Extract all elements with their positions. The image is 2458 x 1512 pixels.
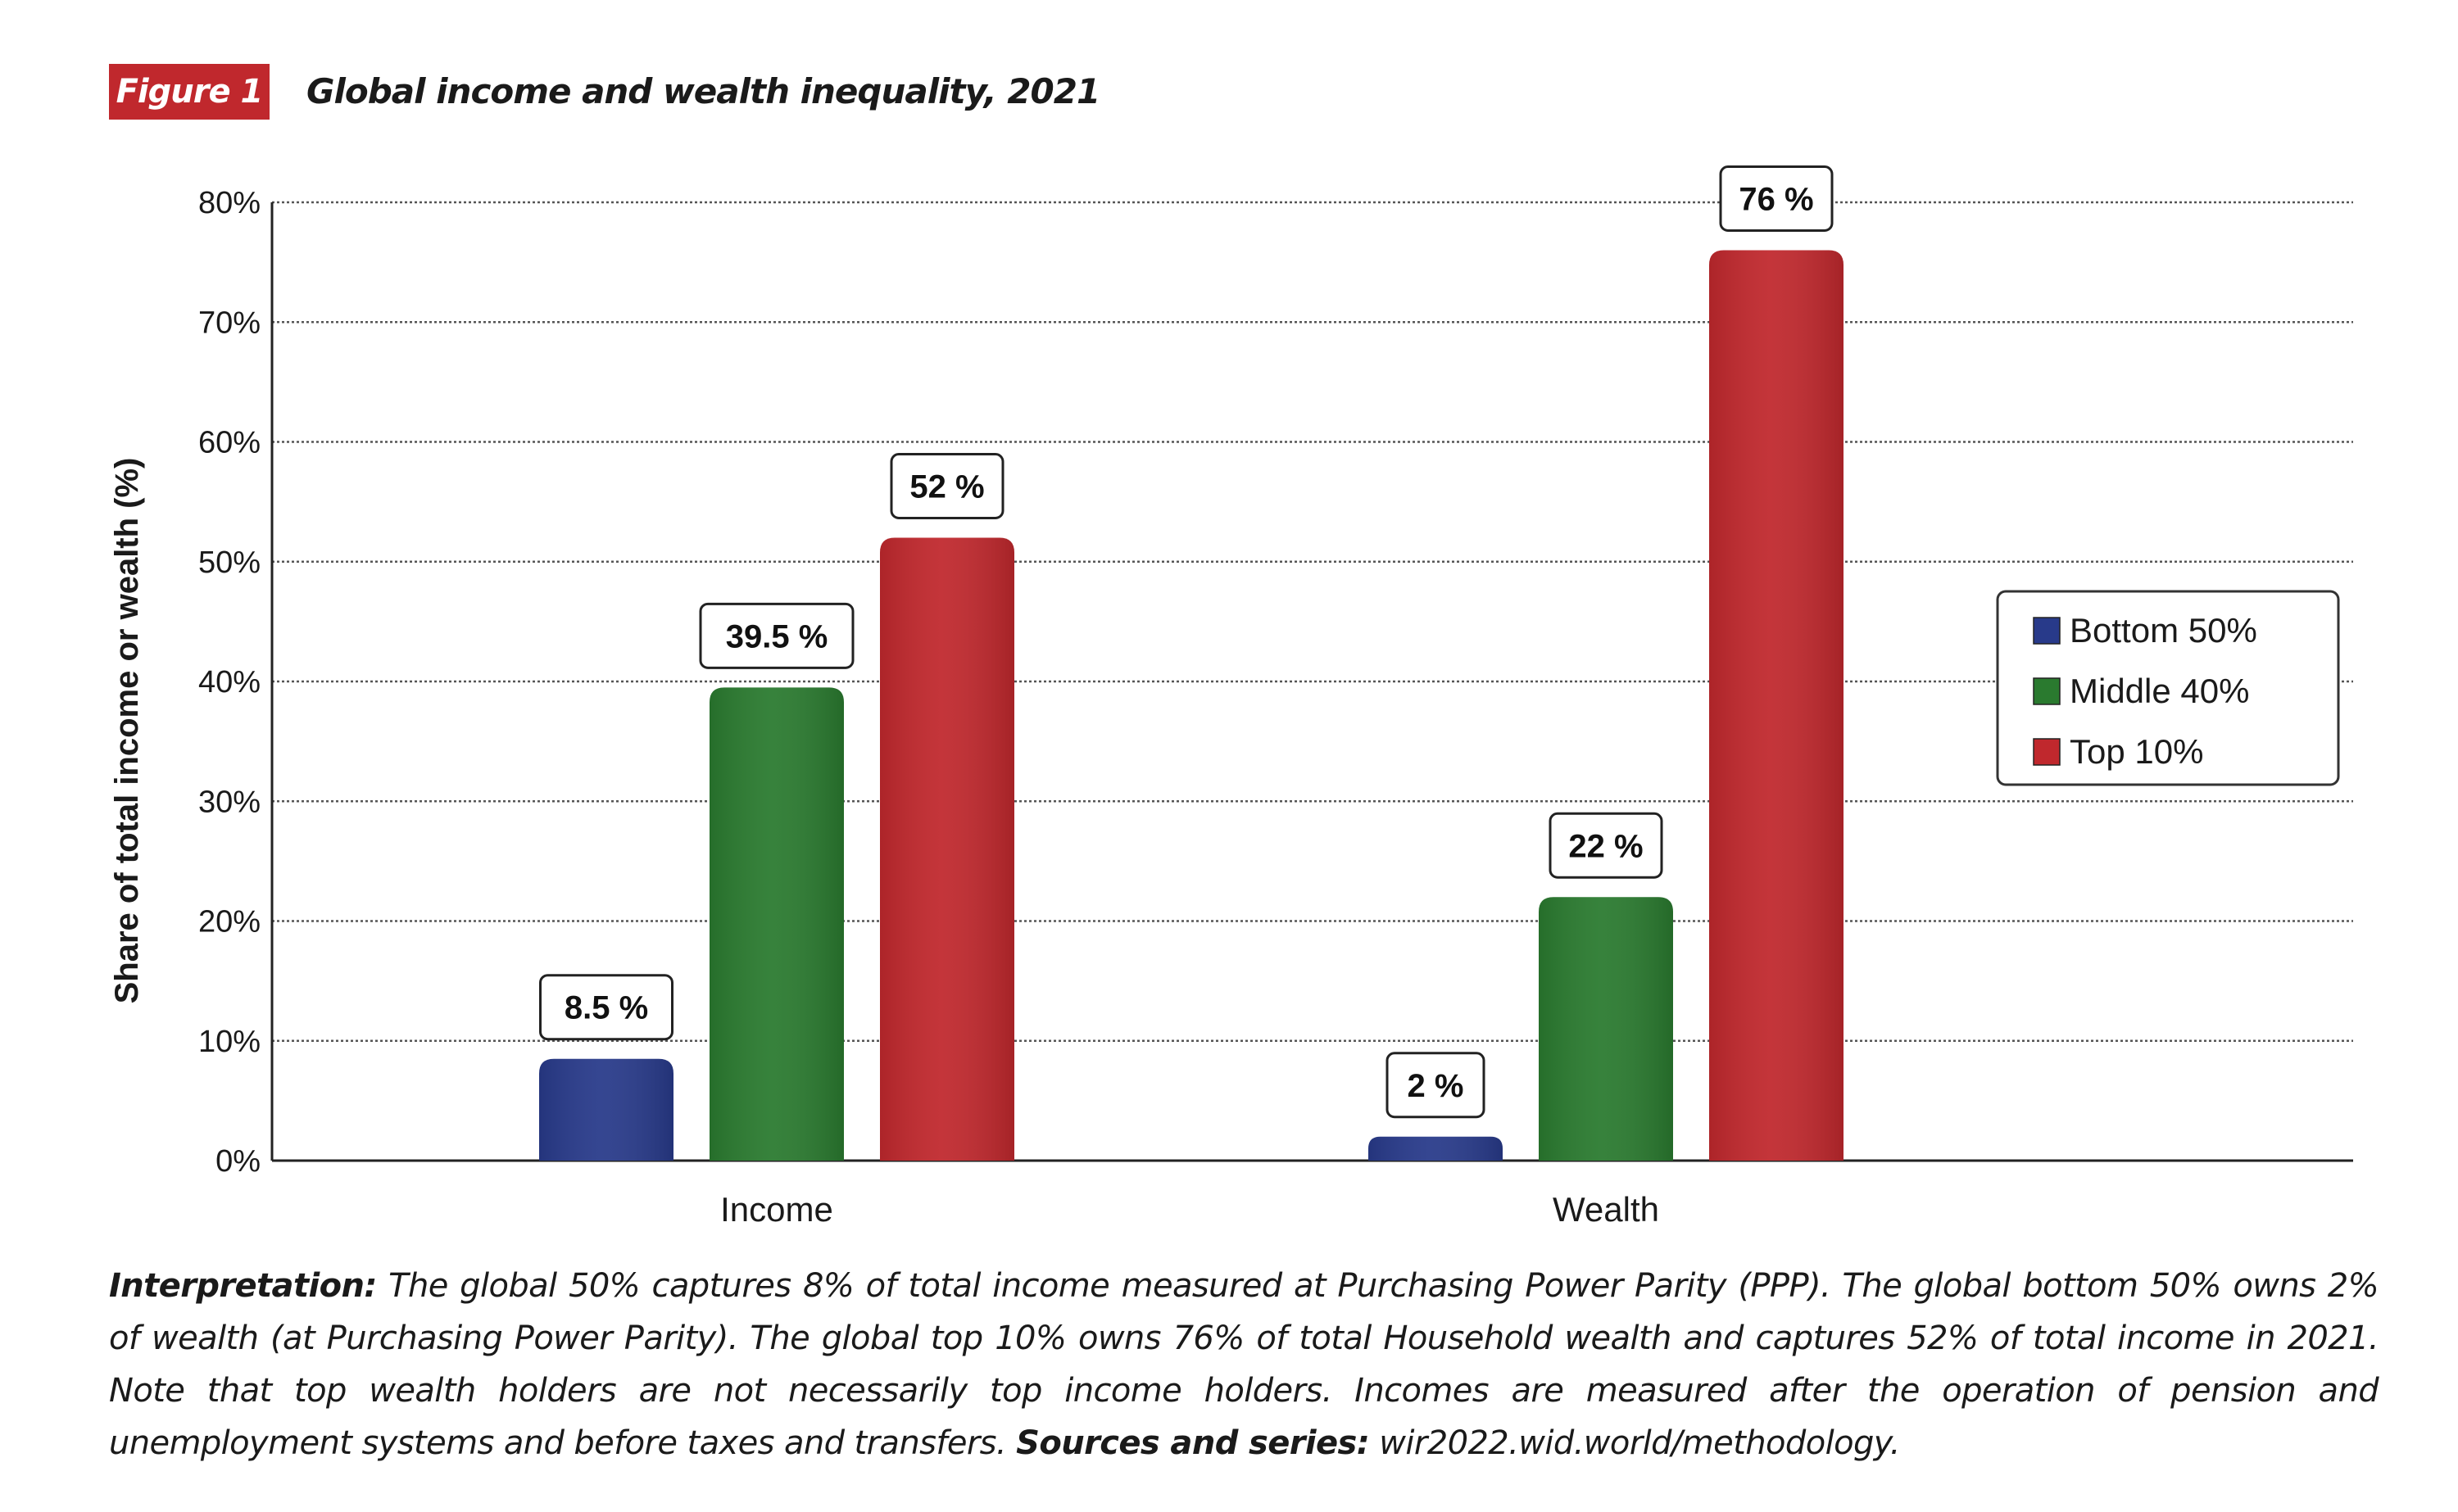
y-tick-label: 50% <box>198 545 261 580</box>
data-label: 22 % <box>1568 828 1643 864</box>
y-tick-label: 0% <box>215 1144 261 1179</box>
sources-label: Sources and series: <box>1016 1424 1370 1462</box>
data-label: 39.5 % <box>726 618 828 654</box>
y-tick-label: 20% <box>198 905 261 939</box>
x-category-label: Income <box>720 1190 833 1229</box>
y-tick-label: 40% <box>198 665 261 699</box>
data-label-box <box>699 602 855 669</box>
bar-shading <box>1709 250 1844 1161</box>
axes: 0% 10% 20% 30% 40% 50% 60% 70% 80% Share of total… <box>109 186 2353 1229</box>
y-tick-label: 60% <box>198 426 261 460</box>
legend-swatch <box>2033 738 2061 766</box>
legend: Bottom 50% Middle 40% Top 10% <box>1996 590 2340 786</box>
y-tick-label: 80% <box>198 186 261 220</box>
data-label-box <box>1719 165 1834 232</box>
figure-badge: Figure 1 <box>109 64 270 120</box>
data-label: 52 % <box>909 469 984 505</box>
data-labels: 8.5 % 39.5 % 52 % 2 % 22 % 76 % <box>539 165 1834 1119</box>
bar-shading <box>1368 1136 1503 1161</box>
bar-shading <box>539 1058 673 1161</box>
data-label-box <box>1385 1052 1485 1119</box>
legend-swatch <box>2033 617 2061 645</box>
legend-label: Top 10% <box>2070 732 2203 771</box>
bar-chart: 0% 10% 20% 30% 40% 50% 60% 70% 80% Share of total… <box>109 165 2353 1229</box>
bar-shading <box>880 537 1014 1161</box>
data-label-box <box>890 453 1005 519</box>
data-label-box <box>1549 812 1663 879</box>
bar-shading <box>1539 897 1673 1161</box>
data-label: 2 % <box>1408 1068 1464 1104</box>
interpretation-text: The global 50% captures 8% of total inco… <box>109 1267 2379 1462</box>
interpretation-label: Interpretation: <box>109 1267 377 1305</box>
figure-title: Global income and wealth inequality, 202… <box>306 71 1100 111</box>
legend-label: Middle 40% <box>2070 672 2249 710</box>
x-category-label: Wealth <box>1553 1190 1659 1229</box>
legend-label: Bottom 50% <box>2070 611 2257 650</box>
y-tick-label: 10% <box>198 1025 261 1059</box>
data-label: 76 % <box>1739 182 1813 218</box>
data-label: 8.5 % <box>565 990 648 1026</box>
bars <box>539 250 1844 1161</box>
data-label-box <box>539 974 673 1041</box>
sources-text: wir2022.wid.world/methodology. <box>1369 1424 1900 1462</box>
legend-box <box>1996 590 2340 786</box>
bar-shading <box>710 687 844 1161</box>
y-tick-label: 70% <box>198 306 261 340</box>
figure-caption: Interpretation: The global 50% captures … <box>109 1260 2379 1469</box>
y-tick-label: 30% <box>198 785 261 819</box>
y-axis-title: Share of total income or wealth (%) <box>109 458 145 1004</box>
legend-swatch <box>2033 677 2061 705</box>
